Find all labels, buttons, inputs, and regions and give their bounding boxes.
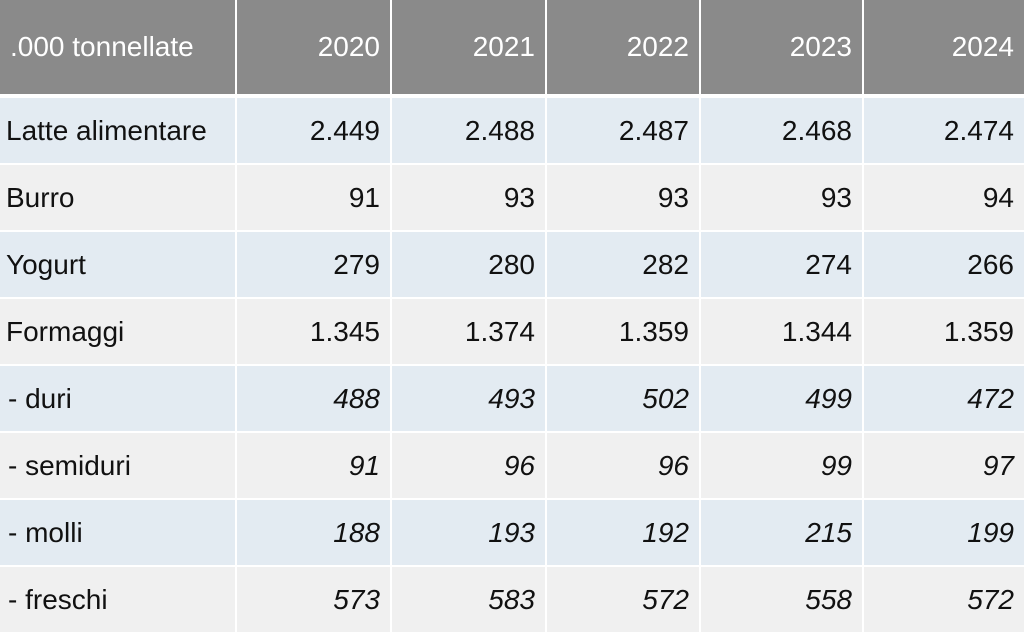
table-row-molli: - molli 188 193 192 215 199	[0, 499, 1024, 567]
cell-value: 472	[863, 365, 1024, 433]
cell-value: 274	[700, 231, 864, 299]
cell-value: 91	[236, 164, 392, 232]
row-label: - semiduri	[0, 432, 237, 500]
row-label: Formaggi	[0, 298, 237, 366]
cell-value: 215	[700, 499, 864, 567]
year-header-2022: 2022	[546, 0, 701, 98]
year-header-2020: 2020	[236, 0, 392, 98]
cell-value: 97	[863, 432, 1024, 500]
cell-value: 199	[863, 499, 1024, 567]
cell-value: 572	[863, 566, 1024, 634]
cell-value: 188	[236, 499, 392, 567]
cell-value: 93	[546, 164, 701, 232]
cell-value: 91	[236, 432, 392, 500]
cell-value: 1.344	[700, 298, 864, 366]
cell-value: 2.468	[700, 96, 864, 165]
cell-value: 558	[700, 566, 864, 634]
row-label: Latte alimentare	[0, 96, 237, 165]
table-row-yogurt: Yogurt 279 280 282 274 266	[0, 231, 1024, 299]
cell-value: 572	[546, 566, 701, 634]
row-label: Burro	[0, 164, 237, 232]
row-label: - duri	[0, 365, 237, 433]
cell-value: 96	[546, 432, 701, 500]
table-row-burro: Burro 91 93 93 93 94	[0, 164, 1024, 232]
header-row: .000 tonnellate 2020 2021 2022 2023 2024	[0, 0, 1024, 98]
cell-value: 99	[700, 432, 864, 500]
cell-value: 192	[546, 499, 701, 567]
cell-value: 1.359	[546, 298, 701, 366]
year-header-2023: 2023	[700, 0, 864, 98]
table-row-duri: - duri 488 493 502 499 472	[0, 365, 1024, 433]
unit-header: .000 tonnellate	[0, 0, 237, 98]
cell-value: 583	[391, 566, 547, 634]
cell-value: 1.345	[236, 298, 392, 366]
row-label: Yogurt	[0, 231, 237, 299]
cell-value: 279	[236, 231, 392, 299]
cell-value: 93	[391, 164, 547, 232]
cell-value: 1.359	[863, 298, 1024, 366]
table-row-latte-alimentare: Latte alimentare 2.449 2.488 2.487 2.468…	[0, 96, 1024, 165]
cell-value: 96	[391, 432, 547, 500]
year-header-2024: 2024	[863, 0, 1024, 98]
cell-value: 280	[391, 231, 547, 299]
cell-value: 2.488	[391, 96, 547, 165]
cell-value: 499	[700, 365, 864, 433]
cell-value: 2.474	[863, 96, 1024, 165]
cell-value: 488	[236, 365, 392, 433]
cell-value: 1.374	[391, 298, 547, 366]
cell-value: 573	[236, 566, 392, 634]
cell-value: 94	[863, 164, 1024, 232]
table-row-semiduri: - semiduri 91 96 96 99 97	[0, 432, 1024, 500]
cell-value: 502	[546, 365, 701, 433]
cell-value: 93	[700, 164, 864, 232]
cell-value: 193	[391, 499, 547, 567]
cell-value: 2.487	[546, 96, 701, 165]
cell-value: 282	[546, 231, 701, 299]
table-row-formaggi: Formaggi 1.345 1.374 1.359 1.344 1.359	[0, 298, 1024, 366]
cell-value: 493	[391, 365, 547, 433]
row-label: - molli	[0, 499, 237, 567]
table-row-freschi: - freschi 573 583 572 558 572	[0, 566, 1024, 634]
cell-value: 266	[863, 231, 1024, 299]
row-label: - freschi	[0, 566, 237, 634]
cell-value: 2.449	[236, 96, 392, 165]
year-header-2021: 2021	[391, 0, 547, 98]
